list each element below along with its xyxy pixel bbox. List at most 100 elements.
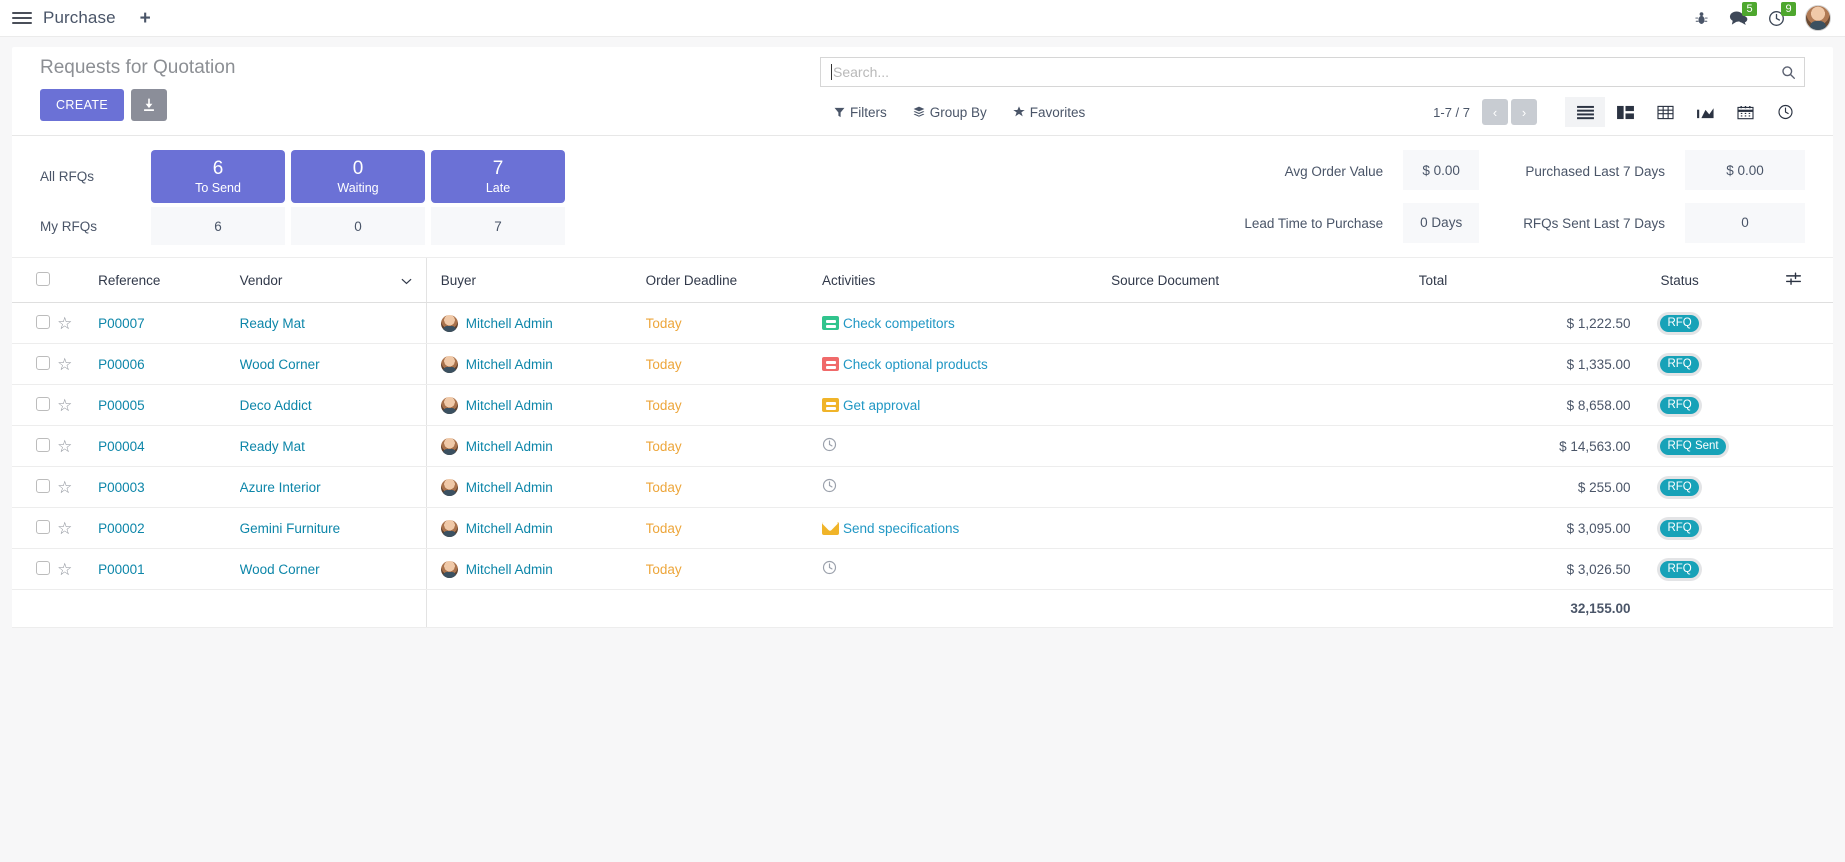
buyer-link[interactable]: Mitchell Admin <box>465 479 553 495</box>
cell-reference: P00005 <box>98 384 240 426</box>
reference-link[interactable]: P00003 <box>98 479 145 495</box>
buyer-link[interactable]: Mitchell Admin <box>465 561 553 577</box>
pager-previous-button[interactable]: ‹ <box>1482 99 1508 125</box>
import-download-icon[interactable] <box>131 89 168 121</box>
activity-link[interactable]: Check competitors <box>842 315 955 331</box>
vendor-link[interactable]: Gemini Furniture <box>239 520 341 536</box>
buyer-link[interactable]: Mitchell Admin <box>465 315 553 331</box>
row-checkbox[interactable] <box>36 355 50 370</box>
tile-my-to-send[interactable]: 6 <box>151 207 285 245</box>
buyer-link[interactable]: Mitchell Admin <box>465 397 553 413</box>
tile-my-late[interactable]: 7 <box>431 207 565 245</box>
graph-icon[interactable] <box>1685 97 1725 127</box>
table-row[interactable]: ☆ P00007 Ready Mat Mitchell Admin Today Check… <box>12 302 1833 344</box>
groupby-dropdown[interactable]: Group By <box>913 105 987 120</box>
filters-dropdown[interactable]: Filters <box>834 105 887 120</box>
list-icon[interactable] <box>1565 97 1605 127</box>
star-icon[interactable]: ☆ <box>57 559 73 579</box>
tile-to-send[interactable]: 6 To Send <box>151 150 285 203</box>
reference-link[interactable]: P00004 <box>98 438 145 454</box>
reference-link[interactable]: P00005 <box>98 397 145 413</box>
activity-link[interactable]: Get approval <box>842 397 921 413</box>
pager-next-button[interactable]: › <box>1511 99 1537 125</box>
reference-link[interactable]: P00007 <box>98 315 145 331</box>
vendor-link[interactable]: Ready Mat <box>239 438 305 454</box>
table-row[interactable]: ☆ P00004 Ready Mat Mitchell Admin Today $ 14,… <box>12 425 1833 467</box>
star-icon[interactable]: ☆ <box>57 395 73 415</box>
column-header-reference[interactable]: Reference <box>98 258 240 303</box>
row-checkbox[interactable] <box>36 560 50 575</box>
table-row[interactable]: ☆ P00005 Deco Addict Mitchell Admin Today Get… <box>12 384 1833 426</box>
activities-clock-icon[interactable]: 9 <box>1768 1 1796 27</box>
activity-link[interactable]: Send specifications <box>842 520 960 536</box>
messages-icon[interactable]: 5 <box>1729 2 1757 26</box>
vendor-link[interactable]: Deco Addict <box>239 397 312 413</box>
create-button[interactable]: CREATE <box>40 89 125 121</box>
star-icon[interactable]: ☆ <box>57 477 73 497</box>
row-checkbox[interactable] <box>36 437 50 452</box>
activity-lines-amber-icon[interactable] <box>821 398 839 412</box>
tile-late[interactable]: 7 Late <box>431 150 565 203</box>
activity-lines-green-icon[interactable] <box>821 316 839 330</box>
kpi-lead-time[interactable]: 0 Days <box>1403 202 1480 243</box>
calendar-icon[interactable] <box>1725 97 1765 127</box>
search-icon[interactable] <box>1781 65 1796 80</box>
row-checkbox[interactable] <box>36 478 50 493</box>
app-brand-purchase[interactable]: Purchase <box>43 8 116 27</box>
column-header-activities[interactable]: Activities <box>821 258 1112 303</box>
clock-icon[interactable] <box>822 437 837 452</box>
tile-my-waiting[interactable]: 0 <box>291 207 425 245</box>
table-row[interactable]: ☆ P00003 Azure Interior Mitchell Admin Today… <box>12 466 1833 508</box>
buyer-link[interactable]: Mitchell Admin <box>465 438 553 454</box>
table-row[interactable]: ☆ P00006 Wood Corner Mitchell Admin Today Che… <box>12 343 1833 385</box>
new-tab-plus-icon[interactable]: + <box>139 7 151 29</box>
column-header-vendor[interactable]: Vendor <box>239 258 427 303</box>
favorites-dropdown[interactable]: Favorites <box>1013 105 1085 120</box>
clock-icon[interactable] <box>822 560 837 575</box>
bug-icon[interactable] <box>1694 11 1709 26</box>
star-icon[interactable]: ☆ <box>57 518 73 538</box>
column-header-status[interactable]: Status <box>1652 258 1786 303</box>
avatar[interactable] <box>1805 5 1831 31</box>
column-settings-icon[interactable] <box>1785 258 1833 303</box>
row-checkbox[interactable] <box>36 519 50 534</box>
cell-optional <box>1785 507 1833 549</box>
row-checkbox[interactable] <box>36 396 50 411</box>
search-bar[interactable] <box>820 57 1805 87</box>
chevron-down-icon[interactable] <box>401 273 426 288</box>
clock-icon[interactable] <box>1765 97 1805 127</box>
mail-icon[interactable] <box>821 521 839 535</box>
reference-link[interactable]: P00002 <box>98 520 145 536</box>
activity-lines-red-icon[interactable] <box>821 357 839 371</box>
vendor-link[interactable]: Wood Corner <box>239 356 320 372</box>
reference-link[interactable]: P00006 <box>98 356 145 372</box>
column-header-total[interactable]: Total <box>1418 258 1653 303</box>
column-header-order-deadline[interactable]: Order Deadline <box>645 258 822 303</box>
table-row[interactable]: ☆ P00001 Wood Corner Mitchell Admin Today $ 3… <box>12 548 1833 590</box>
column-header-buyer[interactable]: Buyer <box>426 258 646 303</box>
table-row[interactable]: ☆ P00002 Gemini Furniture Mitchell Admin Tod… <box>12 507 1833 549</box>
star-icon[interactable]: ☆ <box>57 354 73 374</box>
kpi-purchased-last-7-days[interactable]: $ 0.00 <box>1685 150 1805 190</box>
vendor-link[interactable]: Ready Mat <box>239 315 305 331</box>
hamburger-icon[interactable] <box>10 7 32 29</box>
cell-optional <box>1785 425 1833 467</box>
activity-link[interactable]: Check optional products <box>842 356 988 372</box>
reference-link[interactable]: P00001 <box>98 561 145 577</box>
buyer-link[interactable]: Mitchell Admin <box>465 520 553 536</box>
tile-waiting[interactable]: 0 Waiting <box>291 150 425 203</box>
kanban-icon[interactable] <box>1605 97 1645 127</box>
select-all-checkbox[interactable] <box>36 272 50 286</box>
star-icon[interactable]: ☆ <box>57 313 73 333</box>
vendor-link[interactable]: Azure Interior <box>239 479 321 495</box>
clock-icon[interactable] <box>822 478 837 493</box>
kpi-rfqs-sent[interactable]: 0 <box>1685 202 1805 243</box>
row-checkbox[interactable] <box>36 314 50 329</box>
vendor-link[interactable]: Wood Corner <box>239 561 320 577</box>
search-input[interactable] <box>833 64 1781 80</box>
column-header-source-document[interactable]: Source Document <box>1111 258 1419 303</box>
star-icon[interactable]: ☆ <box>57 436 73 456</box>
pivot-icon[interactable] <box>1645 97 1685 127</box>
buyer-link[interactable]: Mitchell Admin <box>465 356 553 372</box>
kpi-avg-order-value[interactable]: $ 0.00 <box>1403 150 1480 190</box>
